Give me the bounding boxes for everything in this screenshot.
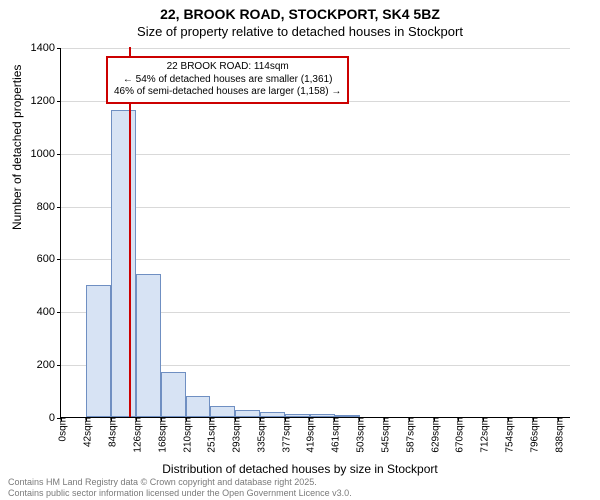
x-tick-label: 0sqm — [54, 417, 69, 441]
x-tick-label: 377sqm — [277, 417, 292, 453]
x-tick-label: 42sqm — [78, 417, 93, 447]
histogram-bar — [111, 110, 136, 417]
histogram-bar — [210, 406, 235, 417]
page-subtitle: Size of property relative to detached ho… — [0, 24, 600, 39]
x-tick-label: 335sqm — [252, 417, 267, 453]
histogram-bar — [186, 396, 211, 417]
x-tick-label: 210sqm — [178, 417, 193, 453]
x-tick-label: 712sqm — [476, 417, 491, 453]
chart-area: 02004006008001000120014000sqm42sqm84sqm1… — [60, 48, 570, 418]
x-tick-label: 838sqm — [550, 417, 565, 453]
x-tick-label: 545sqm — [377, 417, 392, 453]
callout-line: 22 BROOK ROAD: 114sqm — [114, 61, 341, 74]
gridline — [61, 154, 570, 155]
x-tick-label: 84sqm — [103, 417, 118, 447]
gridline — [61, 48, 570, 49]
x-tick-label: 126sqm — [128, 417, 143, 453]
x-tick-label: 796sqm — [526, 417, 541, 453]
callout-line: 46% of semi-detached houses are larger (… — [114, 86, 341, 99]
gridline — [61, 259, 570, 260]
y-tick-label: 400 — [15, 306, 61, 318]
histogram-bar — [161, 372, 186, 417]
histogram-bar — [86, 285, 111, 417]
histogram-bar — [136, 274, 161, 417]
x-tick-label: 251sqm — [202, 417, 217, 453]
copyright-text: Contains HM Land Registry data © Crown c… — [8, 477, 352, 498]
x-tick-label: 670sqm — [451, 417, 466, 453]
copyright-line2: Contains public sector information licen… — [8, 488, 352, 498]
y-tick-label: 200 — [15, 359, 61, 371]
y-tick-label: 1000 — [15, 148, 61, 160]
y-tick-label: 800 — [15, 201, 61, 213]
x-axis-label: Distribution of detached houses by size … — [0, 462, 600, 476]
x-tick-label: 503sqm — [352, 417, 367, 453]
y-tick-label: 1400 — [15, 42, 61, 54]
page-title: 22, BROOK ROAD, STOCKPORT, SK4 5BZ — [0, 0, 600, 24]
y-tick-label: 1200 — [15, 95, 61, 107]
callout-line: ← 54% of detached houses are smaller (1,… — [114, 74, 341, 87]
x-tick-label: 629sqm — [427, 417, 442, 453]
x-tick-label: 461sqm — [327, 417, 342, 453]
copyright-line1: Contains HM Land Registry data © Crown c… — [8, 477, 352, 487]
x-tick-label: 587sqm — [402, 417, 417, 453]
plot-area: 02004006008001000120014000sqm42sqm84sqm1… — [60, 48, 570, 418]
histogram-bar — [235, 410, 260, 417]
x-tick-label: 419sqm — [302, 417, 317, 453]
x-tick-label: 754sqm — [501, 417, 516, 453]
y-tick-label: 600 — [15, 253, 61, 265]
x-tick-label: 293sqm — [227, 417, 242, 453]
callout-box: 22 BROOK ROAD: 114sqm← 54% of detached h… — [106, 56, 349, 104]
x-tick-label: 168sqm — [153, 417, 168, 453]
gridline — [61, 207, 570, 208]
